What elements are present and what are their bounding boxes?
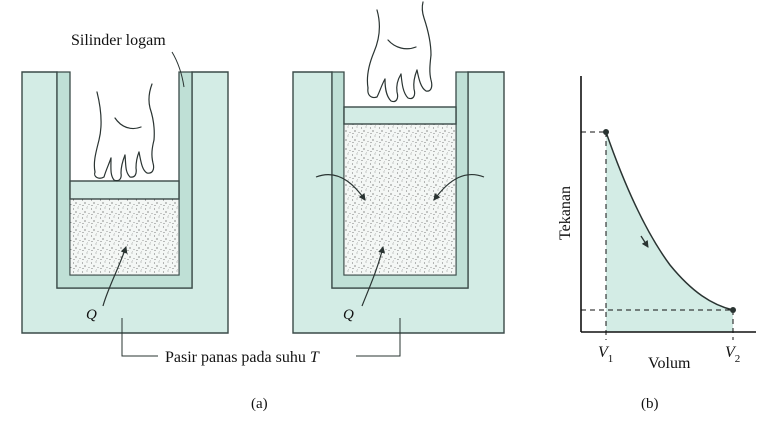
v1-sub: 1: [608, 353, 614, 365]
state-point-2: [730, 307, 736, 313]
pv-work-area: [606, 132, 733, 332]
isotherm-curve: [605, 131, 734, 311]
left-hand-icon: [93, 83, 155, 182]
heat-arrow-left-icon: [315, 173, 366, 201]
right-piston: [343, 106, 457, 125]
panel-a-label: (a): [251, 396, 268, 412]
left-metal-cylinder: [56, 71, 193, 289]
heat-label-left: Q: [86, 307, 97, 323]
heat-arrow-right-icon: [433, 173, 485, 201]
v2-main: V: [725, 344, 737, 361]
v1-main: V: [598, 344, 610, 361]
cylinder-label: Silinder logam: [71, 32, 166, 49]
left-piston: [69, 180, 180, 200]
heat-q-arrow-right-icon: [361, 246, 386, 307]
right-hand-icon: [366, 1, 433, 103]
heat-label-right: Q: [343, 307, 354, 323]
sand-label-temperature: T: [310, 349, 320, 366]
sand-label-text: Pasir panas pada suhu: [165, 349, 306, 366]
left-gas: [69, 198, 180, 276]
v2-label: V2: [725, 344, 740, 365]
left-apparatus: [21, 71, 229, 334]
sand-bracket-line: [121, 318, 401, 357]
volume-axis-label: Volum: [648, 355, 691, 372]
pressure-axis-label: Tekanan: [557, 186, 574, 240]
v2-sub: 2: [735, 353, 741, 365]
panel-b-label: (b): [641, 396, 659, 412]
pv-graph: Tekanan Volum V1 V2: [557, 76, 756, 372]
curve-direction-arrow-icon: [640, 235, 649, 248]
right-gas: [343, 123, 457, 276]
cylinder-leader-line: [171, 51, 185, 88]
heat-q-arrow-left-icon: [102, 246, 128, 307]
right-apparatus: [292, 1, 505, 334]
v1-label: V1: [598, 344, 613, 365]
sand-label: Pasir panas pada suhu T: [165, 349, 320, 366]
state-point-1: [603, 129, 609, 135]
